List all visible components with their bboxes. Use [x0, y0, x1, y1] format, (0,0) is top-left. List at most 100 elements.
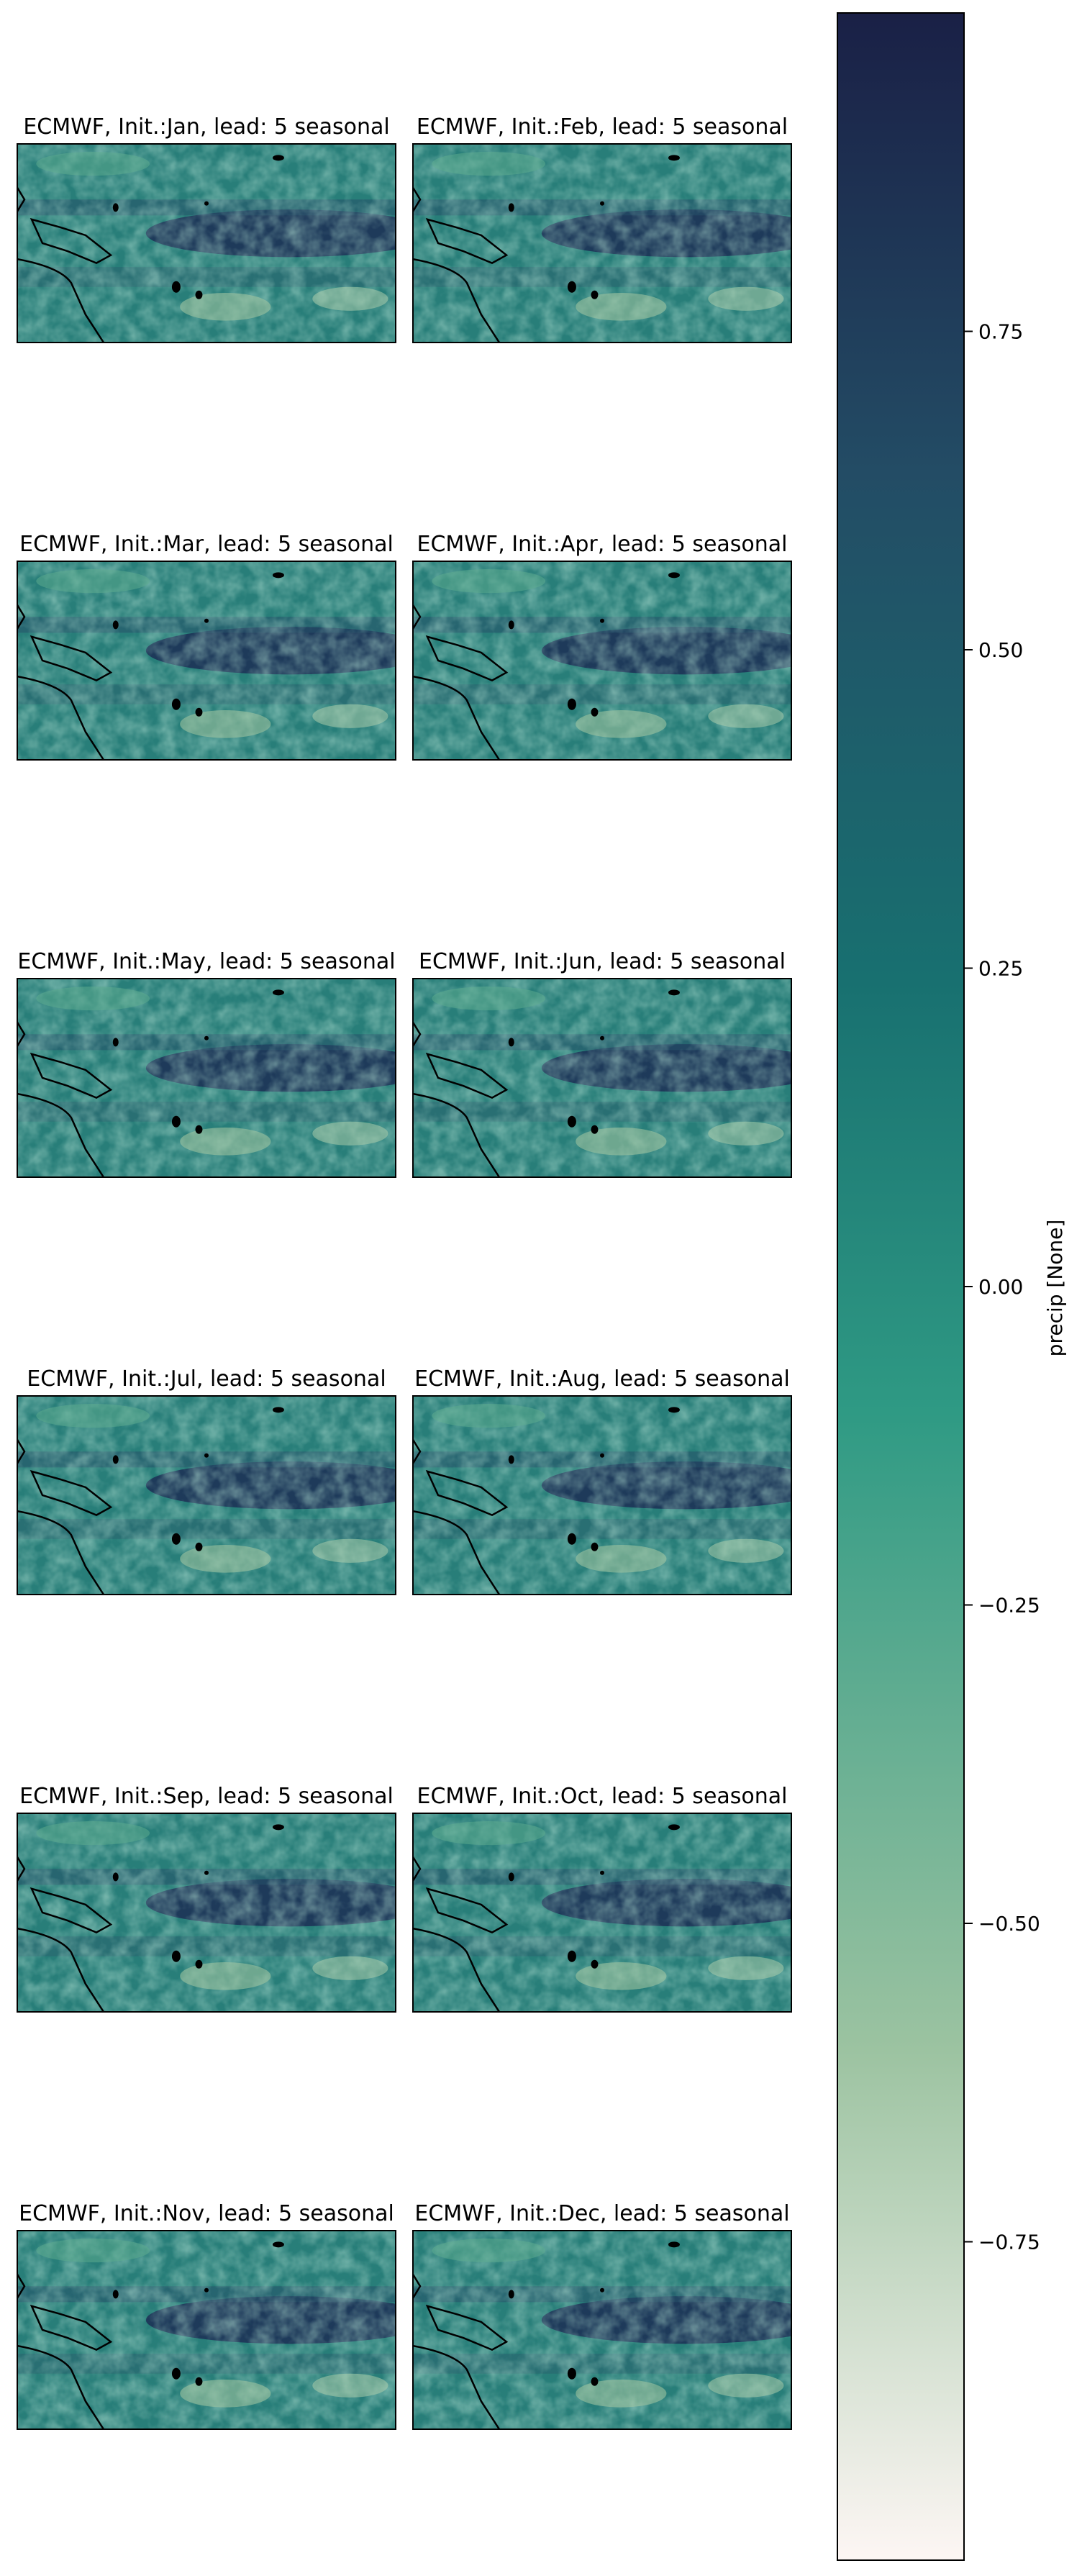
light-patch	[432, 2239, 546, 2263]
light-patch	[312, 704, 388, 728]
island	[508, 620, 514, 630]
coastline	[413, 2274, 509, 2429]
panel-title: ECMWF, Init.:Mar, lead: 5 seasonal	[19, 532, 394, 557]
map-field	[17, 144, 396, 343]
island	[204, 1035, 209, 1040]
light-patch	[180, 2380, 271, 2408]
island	[668, 1407, 680, 1413]
island	[668, 2241, 680, 2248]
light-patch	[312, 1956, 388, 1980]
panel-title: ECMWF, Init.:May, lead: 5 seasonal	[17, 949, 395, 974]
island	[668, 155, 680, 161]
island	[204, 1453, 209, 1458]
colorbar-label: precip [None]	[1043, 1220, 1067, 1357]
map-panel-grid: ECMWF, Init.:Jan, lead: 5 seasonal ECMWF,…	[17, 114, 792, 2430]
island	[272, 1824, 284, 1831]
map-field	[413, 144, 791, 343]
colorbar-tick-label: 0.25	[978, 957, 1023, 981]
island	[668, 989, 680, 996]
map-field	[413, 979, 791, 1177]
light-patch	[576, 293, 667, 321]
panel-title: ECMWF, Init.:Jan, lead: 5 seasonal	[23, 114, 389, 140]
panel-title: ECMWF, Init.:Sep, lead: 5 seasonal	[19, 1784, 394, 1809]
panel-frame	[17, 1395, 396, 1595]
light-patch	[36, 1404, 150, 1428]
light-patch	[180, 293, 271, 321]
light-patch	[432, 152, 546, 176]
light-patch	[36, 569, 150, 594]
coastline	[17, 604, 113, 760]
island	[600, 1453, 604, 1458]
coastline	[413, 1439, 509, 1595]
coastline	[413, 1856, 509, 2012]
island	[195, 290, 203, 299]
island	[567, 281, 576, 293]
coastline	[17, 2274, 113, 2429]
island	[567, 1115, 576, 1128]
map-field	[17, 2231, 396, 2429]
coastline	[17, 1022, 113, 1177]
island	[600, 2287, 604, 2292]
island	[195, 2377, 203, 2386]
map-field	[17, 979, 396, 1177]
map-panel: ECMWF, Init.:Apr, lead: 5 seasonal	[412, 532, 792, 761]
panel-title: ECMWF, Init.:Jul, lead: 5 seasonal	[27, 1366, 386, 1392]
light-patch	[576, 1128, 667, 1156]
island	[272, 572, 284, 579]
light-patch	[576, 1545, 667, 1573]
island	[668, 572, 680, 579]
map-panel: ECMWF, Init.:May, lead: 5 seasonal	[17, 949, 396, 1178]
island	[600, 618, 604, 623]
island	[171, 2367, 181, 2380]
map-field	[413, 2231, 791, 2429]
light-patch	[180, 1128, 271, 1156]
light-patch	[432, 987, 546, 1011]
light-patch	[708, 1538, 784, 1563]
island	[204, 618, 209, 623]
island	[112, 1455, 119, 1464]
map-field	[17, 1813, 396, 2012]
panel-frame	[17, 978, 396, 1178]
light-patch	[708, 1121, 784, 1146]
island	[112, 1872, 119, 1882]
colorbar-tick-label: −0.50	[978, 1912, 1040, 1936]
coastline	[17, 1856, 113, 2012]
colorbar-gradient	[837, 12, 965, 2561]
light-patch	[36, 1821, 150, 1846]
island	[195, 1542, 203, 1551]
light-patch	[180, 1962, 271, 1990]
island	[112, 1038, 119, 1047]
coastline	[413, 187, 509, 343]
light-patch	[312, 1538, 388, 1563]
coastline	[17, 187, 113, 343]
island	[567, 698, 576, 710]
island	[567, 1533, 576, 1545]
panel-title: ECMWF, Init.:Feb, lead: 5 seasonal	[417, 114, 788, 140]
map-panel: ECMWF, Init.:Jul, lead: 5 seasonal	[17, 1366, 396, 1595]
island	[508, 2290, 514, 2299]
panel-frame	[412, 2230, 792, 2430]
light-patch	[708, 2373, 784, 2398]
light-patch	[432, 569, 546, 594]
island	[668, 1824, 680, 1831]
island	[171, 1115, 181, 1128]
colorbar-tick-label: 0.00	[978, 1275, 1023, 1299]
panel-title: ECMWF, Init.:Jun, lead: 5 seasonal	[419, 949, 786, 974]
island	[591, 707, 599, 717]
map-panel: ECMWF, Init.:Jan, lead: 5 seasonal	[17, 114, 396, 343]
island	[272, 989, 284, 996]
light-patch	[312, 2373, 388, 2398]
island	[600, 1035, 604, 1040]
island	[508, 1872, 514, 1882]
panel-frame	[412, 143, 792, 343]
panel-title: ECMWF, Init.:Aug, lead: 5 seasonal	[414, 1366, 790, 1392]
island	[600, 1870, 604, 1875]
island	[171, 1533, 181, 1545]
light-patch	[576, 710, 667, 738]
map-panel: ECMWF, Init.:Oct, lead: 5 seasonal	[412, 1784, 792, 2013]
island	[195, 707, 203, 717]
map-panel: ECMWF, Init.:Nov, lead: 5 seasonal	[17, 2201, 396, 2430]
island	[171, 281, 181, 293]
light-patch	[708, 704, 784, 728]
